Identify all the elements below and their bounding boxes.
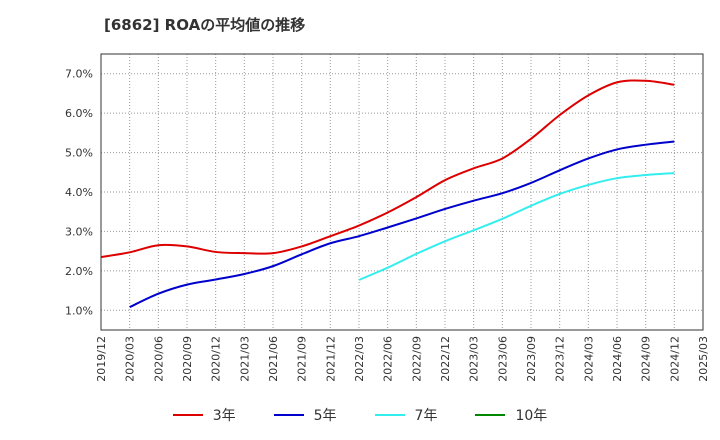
legend-swatch — [475, 414, 506, 416]
x-tick-label: 2023/12 — [554, 336, 567, 382]
x-tick-label: 2022/12 — [439, 336, 452, 382]
x-tick-label: 2024/09 — [640, 336, 653, 382]
x-tick-label: 2022/03 — [353, 336, 366, 382]
series-line-3 — [358, 172, 675, 281]
legend-item-2: 5年 — [273, 405, 337, 425]
legend-item-1: 3年 — [172, 405, 236, 425]
x-tick-label: 2022/06 — [382, 336, 395, 382]
legend-swatch — [172, 414, 203, 416]
x-tick-label: 2020/06 — [152, 336, 165, 382]
legend-item-3: 7年 — [374, 405, 438, 425]
y-tick-label: 7.0% — [65, 68, 93, 81]
x-tick-label: 2020/12 — [210, 336, 223, 382]
legend-label: 3年 — [212, 408, 236, 424]
legend-item-4: 10年 — [475, 405, 547, 425]
x-tick-label: 2020/03 — [124, 336, 137, 382]
x-tick-label: 2021/09 — [296, 336, 309, 382]
y-tick-label: 1.0% — [65, 304, 93, 317]
series-line-2 — [129, 140, 675, 309]
y-tick-label: 4.0% — [65, 186, 93, 199]
x-tick-label: 2019/12 — [95, 336, 108, 382]
x-tick-label: 2020/09 — [181, 336, 194, 382]
x-tick-label: 2023/03 — [468, 336, 481, 382]
y-tick-label: 5.0% — [65, 147, 93, 160]
x-tick-label: 2021/03 — [238, 336, 251, 382]
x-tick-label: 2021/06 — [267, 336, 280, 382]
x-tick-label: 2024/03 — [582, 336, 595, 382]
series-line-1 — [100, 79, 675, 259]
chart-title: [6862] ROAの平均値の推移 — [104, 16, 306, 34]
x-tick-label: 2023/06 — [496, 336, 509, 382]
legend-swatch — [374, 414, 405, 416]
y-tick-label: 2.0% — [65, 265, 93, 278]
legend-label: 5年 — [313, 408, 337, 424]
y-tick-label: 6.0% — [65, 107, 93, 120]
legend-label: 7年 — [414, 408, 438, 424]
legend-swatch — [273, 414, 304, 416]
plot-frame — [100, 53, 704, 331]
x-tick-label: 2022/09 — [410, 336, 423, 382]
x-tick-label: 2025/03 — [697, 336, 710, 382]
legend: 3年 5年 7年 10年 — [0, 404, 720, 426]
x-tick-label: 2024/12 — [668, 336, 681, 382]
x-tick-label: 2024/06 — [611, 336, 624, 382]
x-tick-label: 2023/09 — [525, 336, 538, 382]
x-tick-label: 2021/12 — [324, 336, 337, 382]
legend-label: 10年 — [515, 408, 548, 424]
y-tick-label: 3.0% — [65, 225, 93, 238]
